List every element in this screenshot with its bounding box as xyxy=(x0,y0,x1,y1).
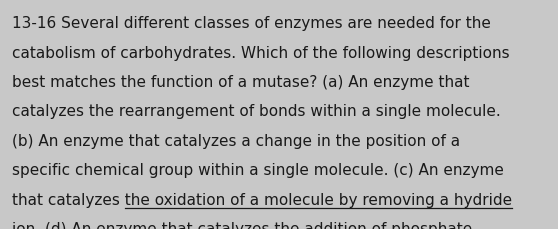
Text: that catalyzes the oxidation of a molecule by removing a hydride: that catalyzes the oxidation of a molecu… xyxy=(12,192,512,207)
Text: catabolism of carbohydrates. Which of the following descriptions: catabolism of carbohydrates. Which of th… xyxy=(12,45,510,60)
Text: 13-16 Several different classes of enzymes are needed for the: 13-16 Several different classes of enzym… xyxy=(12,16,491,31)
Text: ion. (d) An enzyme that catalyzes the addition of phosphate: ion. (d) An enzyme that catalyzes the ad… xyxy=(12,221,473,229)
Text: (b) An enzyme that catalyzes a change in the position of a: (b) An enzyme that catalyzes a change in… xyxy=(12,133,460,148)
Text: best matches the function of a mutase? (a) An enzyme that: best matches the function of a mutase? (… xyxy=(12,75,470,90)
Text: specific chemical group within a single molecule. (c) An enzyme: specific chemical group within a single … xyxy=(12,163,504,177)
Text: catalyzes the rearrangement of bonds within a single molecule.: catalyzes the rearrangement of bonds wit… xyxy=(12,104,501,119)
